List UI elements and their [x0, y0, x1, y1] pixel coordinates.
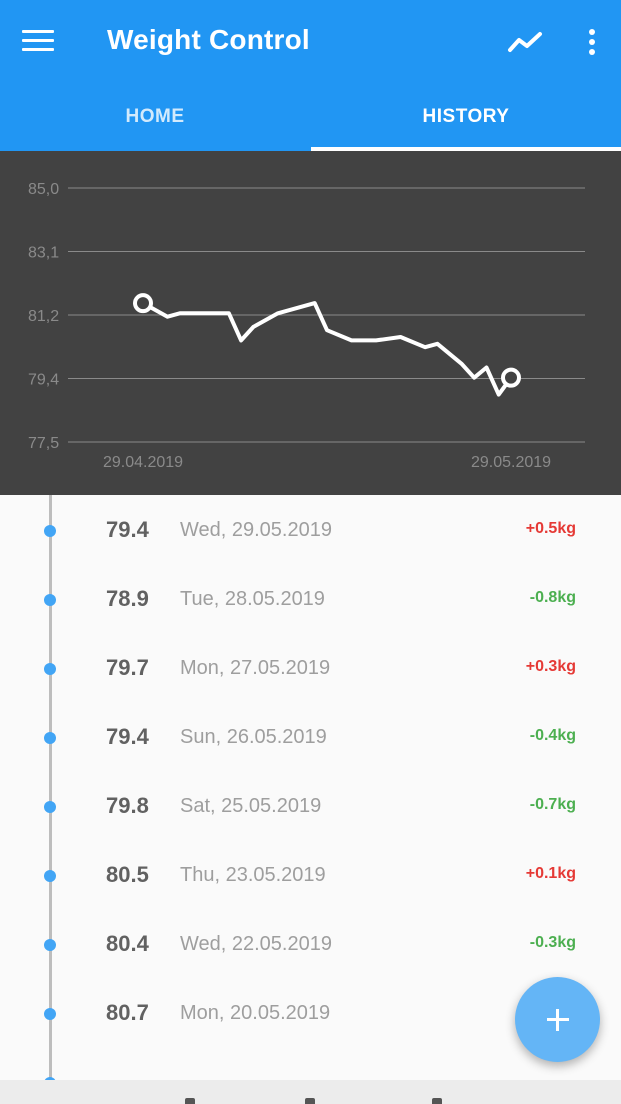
y-tick-label: 85,0	[28, 181, 59, 198]
entry-date: Sun, 26.05.2019	[180, 726, 327, 748]
menu-icon[interactable]	[22, 30, 54, 56]
weight-series-line	[141, 301, 513, 397]
timeline-dot	[44, 939, 56, 951]
entry-delta: +0.1kg	[525, 865, 576, 882]
y-tick-label: 77,5	[28, 435, 59, 452]
history-row[interactable]: 79.7 Mon, 27.05.2019 +0.3kg	[0, 633, 621, 702]
entry-date: Tue, 28.05.2019	[180, 588, 325, 610]
timeline-dot	[44, 801, 56, 813]
history-row[interactable]: 79.4 Wed, 29.05.2019 +0.5kg	[0, 495, 621, 564]
y-tick-label: 83,1	[28, 245, 59, 262]
data-point-marker	[501, 367, 521, 388]
entry-delta: +0.3kg	[525, 658, 576, 675]
history-row[interactable]: 80.7 Mon, 20.05.2019	[0, 978, 621, 1047]
entry-weight: 78.9	[106, 586, 149, 611]
timeline-dot	[44, 594, 56, 606]
system-nav-bar	[0, 1080, 621, 1104]
history-row-partial[interactable]	[0, 1047, 621, 1080]
entry-date: Wed, 22.05.2019	[180, 933, 332, 955]
tab-indicator	[311, 147, 621, 151]
entry-weight: 80.7	[106, 1000, 149, 1025]
entry-weight: 79.8	[106, 793, 149, 818]
trend-icon[interactable]	[506, 26, 546, 58]
app-title: Weight Control	[107, 24, 310, 55]
timeline-dot	[44, 1008, 56, 1020]
entry-delta: -0.8kg	[529, 589, 576, 606]
entry-weight: 80.5	[106, 862, 149, 887]
entry-weight: 79.7	[106, 655, 149, 680]
history-row[interactable]: 78.9 Tue, 28.05.2019 -0.8kg	[0, 564, 621, 633]
tab-bar: HOME HISTORY	[0, 88, 621, 151]
y-tick-label: 81,2	[28, 308, 59, 325]
nav-recents-icon[interactable]	[432, 1098, 442, 1104]
entry-date: Wed, 29.05.2019	[180, 519, 332, 541]
timeline-dot	[44, 870, 56, 882]
entry-delta: -0.7kg	[529, 796, 576, 813]
timeline-dot	[44, 663, 56, 675]
tab-history[interactable]: HISTORY	[422, 106, 510, 127]
history-list: 79.4 Wed, 29.05.2019 +0.5kg 78.9 Tue, 28…	[0, 495, 621, 1080]
entry-date: Sat, 25.05.2019	[180, 795, 322, 817]
more-vert-icon[interactable]	[580, 26, 604, 58]
entry-delta: +0.5kg	[525, 520, 576, 537]
timeline-line	[49, 495, 52, 1080]
history-row[interactable]: 79.4 Sun, 26.05.2019 -0.4kg	[0, 702, 621, 771]
app-bar: Weight Control	[0, 0, 621, 88]
history-row[interactable]: 80.5 Thu, 23.05.2019 +0.1kg	[0, 840, 621, 909]
entry-date: Mon, 27.05.2019	[180, 657, 331, 679]
entry-delta: -0.4kg	[529, 727, 576, 744]
entry-weight: 79.4	[106, 724, 149, 749]
entry-date: Thu, 23.05.2019	[180, 864, 326, 886]
timeline-dot	[44, 732, 56, 744]
entry-weight: 80.4	[106, 931, 149, 956]
weight-chart: 85,0 83,1 81,2 79,4 77,5 29.04.2019 29.05.2019	[0, 151, 621, 495]
entry-weight: 79.4	[106, 517, 149, 542]
add-icon-stroke	[556, 1009, 559, 1031]
history-row[interactable]: 79.8 Sat, 25.05.2019 -0.7kg	[0, 771, 621, 840]
weight-chart-svg: 85,0 83,1 81,2 79,4 77,5 29.04.2019 29.05.2019	[28, 181, 585, 471]
timeline-dot	[44, 1077, 56, 1080]
y-tick-label: 79,4	[28, 372, 59, 389]
x-tick-label: 29.04.2019	[103, 454, 183, 471]
add-entry-button[interactable]	[515, 977, 600, 1062]
nav-home-icon[interactable]	[305, 1098, 315, 1104]
data-point-marker	[133, 293, 153, 314]
entry-date: Mon, 20.05.2019	[180, 1002, 331, 1024]
nav-back-icon[interactable]	[185, 1098, 195, 1104]
x-tick-label: 29.05.2019	[471, 454, 551, 471]
tab-home[interactable]: HOME	[125, 106, 185, 127]
history-row[interactable]: 80.4 Wed, 22.05.2019 -0.3kg	[0, 909, 621, 978]
entry-delta: -0.3kg	[529, 934, 576, 951]
timeline-dot	[44, 525, 56, 537]
